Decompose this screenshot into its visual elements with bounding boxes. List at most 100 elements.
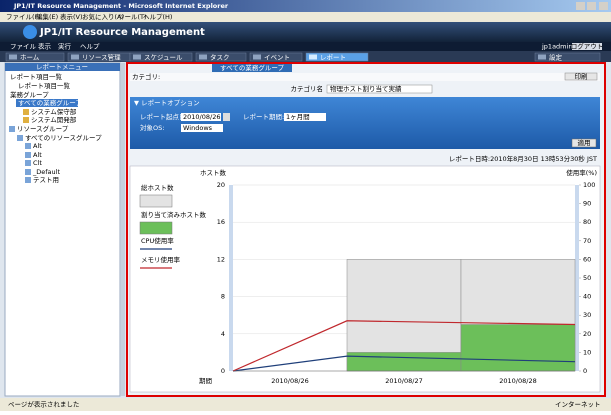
category-select-value[interactable]: 物理ホスト割り当て実績 [330,84,402,93]
tree-item[interactable]: Alt [33,142,42,150]
tree-icon [17,135,23,141]
ie-menu-item[interactable]: ツール(T) [118,13,147,21]
y2-tick-label: 80 [583,218,591,226]
tab-label[interactable]: ホーム [20,54,40,62]
x-tick-label: 2010/08/28 [499,377,536,385]
os-select[interactable] [181,124,223,132]
y2-tick-label: 70 [583,237,591,245]
apply-label[interactable]: 適用 [578,138,591,147]
tab-label[interactable]: イベント [264,54,290,62]
app-header [0,22,611,42]
tab-label[interactable]: レポート [320,54,346,62]
tab[interactable] [5,52,65,62]
tree-item[interactable]: リソースグループ [17,124,69,133]
ie-menu-bar [0,12,611,22]
tree-item[interactable]: すべての業務グループ [18,98,82,107]
apply-button[interactable] [571,138,597,148]
tab[interactable] [534,52,601,62]
x-tick-label: 2010/08/26 [271,377,308,385]
minimize[interactable] [576,2,585,10]
ie-menu-item[interactable]: 編集(E) [36,12,58,21]
start-input[interactable] [181,113,221,121]
y2-axis-bar [575,185,579,371]
tree-item[interactable]: 業務グループ [10,90,49,99]
category-label: カテゴリ: [132,72,160,81]
y-axis-title: ホスト数 [200,168,227,177]
tree-item[interactable]: テスト用 [33,176,59,184]
tree-item[interactable]: Clt [33,159,42,167]
window-title: JP1/IT Resource Management - Microsoft I… [13,2,229,10]
y-tick-label: 8 [221,293,225,301]
tab-icon [133,54,141,60]
options-header[interactable]: ▼ レポートオプション [134,99,200,107]
ie-menu-item[interactable]: お気に入り(A) [82,12,124,21]
tree-icon [9,126,15,132]
tab-icon [538,54,546,60]
y2-tick-label: 90 [583,200,591,208]
y2-tick-label: 30 [583,311,591,319]
tree-item[interactable]: システム保守部 [31,107,77,116]
start-value[interactable]: 2010/08/26 [183,113,220,121]
tree-item[interactable]: レポート項目一覧 [10,72,63,81]
status-bar [0,398,611,411]
tab-label[interactable]: スケジュール [144,54,183,62]
ie-menu-item[interactable]: ファイル(F) [6,13,41,21]
y-tick-label: 12 [217,255,225,263]
y-tick-label: 16 [217,218,225,226]
y2-axis-title: 使用率(%) [566,168,597,177]
y2-tick-label: 50 [583,274,591,282]
tab[interactable] [129,52,193,62]
tab[interactable] [249,52,303,62]
tree-item[interactable]: すべてのリソースグループ [25,133,102,142]
logout-button[interactable] [572,43,602,50]
app-menu-item[interactable]: ファイル [10,43,37,51]
legend-label: メモリ使用率 [141,255,181,264]
splitter[interactable] [121,63,125,396]
tree-selected [16,99,78,107]
tab[interactable] [305,52,369,62]
os-label: 対象OS: [140,123,164,132]
calendar-button[interactable] [223,113,230,121]
main-tab-label[interactable]: すべての業務グループ [220,63,284,72]
title-bar [0,0,611,12]
ie-menu-item[interactable]: 表示(V) [60,12,83,21]
legend-swatch [139,221,173,235]
tab-label[interactable]: 設定 [549,53,563,62]
tree-item[interactable]: _Default [32,168,60,176]
tree-icon [23,117,29,123]
tree-icon [25,152,31,158]
category-select[interactable] [326,84,433,94]
tab-label[interactable]: リソース管理 [82,53,121,62]
y-tick-label: 20 [217,181,225,189]
close[interactable] [599,2,608,10]
logout[interactable]: ログアウト [571,42,604,51]
sidebar-title: レポートメニュー [36,63,88,71]
maximize[interactable] [587,2,596,10]
period-select[interactable] [284,113,326,121]
tree-item[interactable]: システム開発部 [31,115,77,124]
options-panel [130,97,600,149]
logo [23,25,37,39]
tab-bar [0,51,611,62]
ie-menu-item[interactable]: ヘルプ(H) [143,13,172,21]
line [232,320,576,372]
tree-item[interactable]: レポート項目一覧 [18,81,71,90]
print-button[interactable] [564,72,598,81]
app-menu-item[interactable]: 表示 [38,42,52,51]
tree-icon [25,143,31,149]
period-value[interactable]: 1ヶ月間 [286,113,310,121]
app-menu-item[interactable]: ヘルプ [80,43,100,51]
area-step [460,324,576,372]
y2-tick-label: 10 [583,348,591,356]
main-tab[interactable] [212,64,292,72]
tree-item[interactable]: Alt [33,151,42,159]
app-menu-item[interactable]: 実行 [58,42,72,51]
y2-tick-label: 40 [583,293,591,301]
os-value[interactable]: Windows [183,124,213,132]
print-label[interactable]: 印刷 [575,73,588,81]
tab-label[interactable]: タスク [210,53,230,62]
tab[interactable] [195,52,247,62]
app-menu-bar [0,42,611,51]
tree-icon [23,109,29,115]
period-label: レポート期間: [243,113,284,121]
